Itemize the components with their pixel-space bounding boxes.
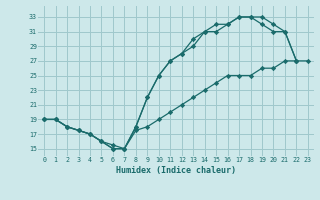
X-axis label: Humidex (Indice chaleur): Humidex (Indice chaleur) bbox=[116, 166, 236, 175]
